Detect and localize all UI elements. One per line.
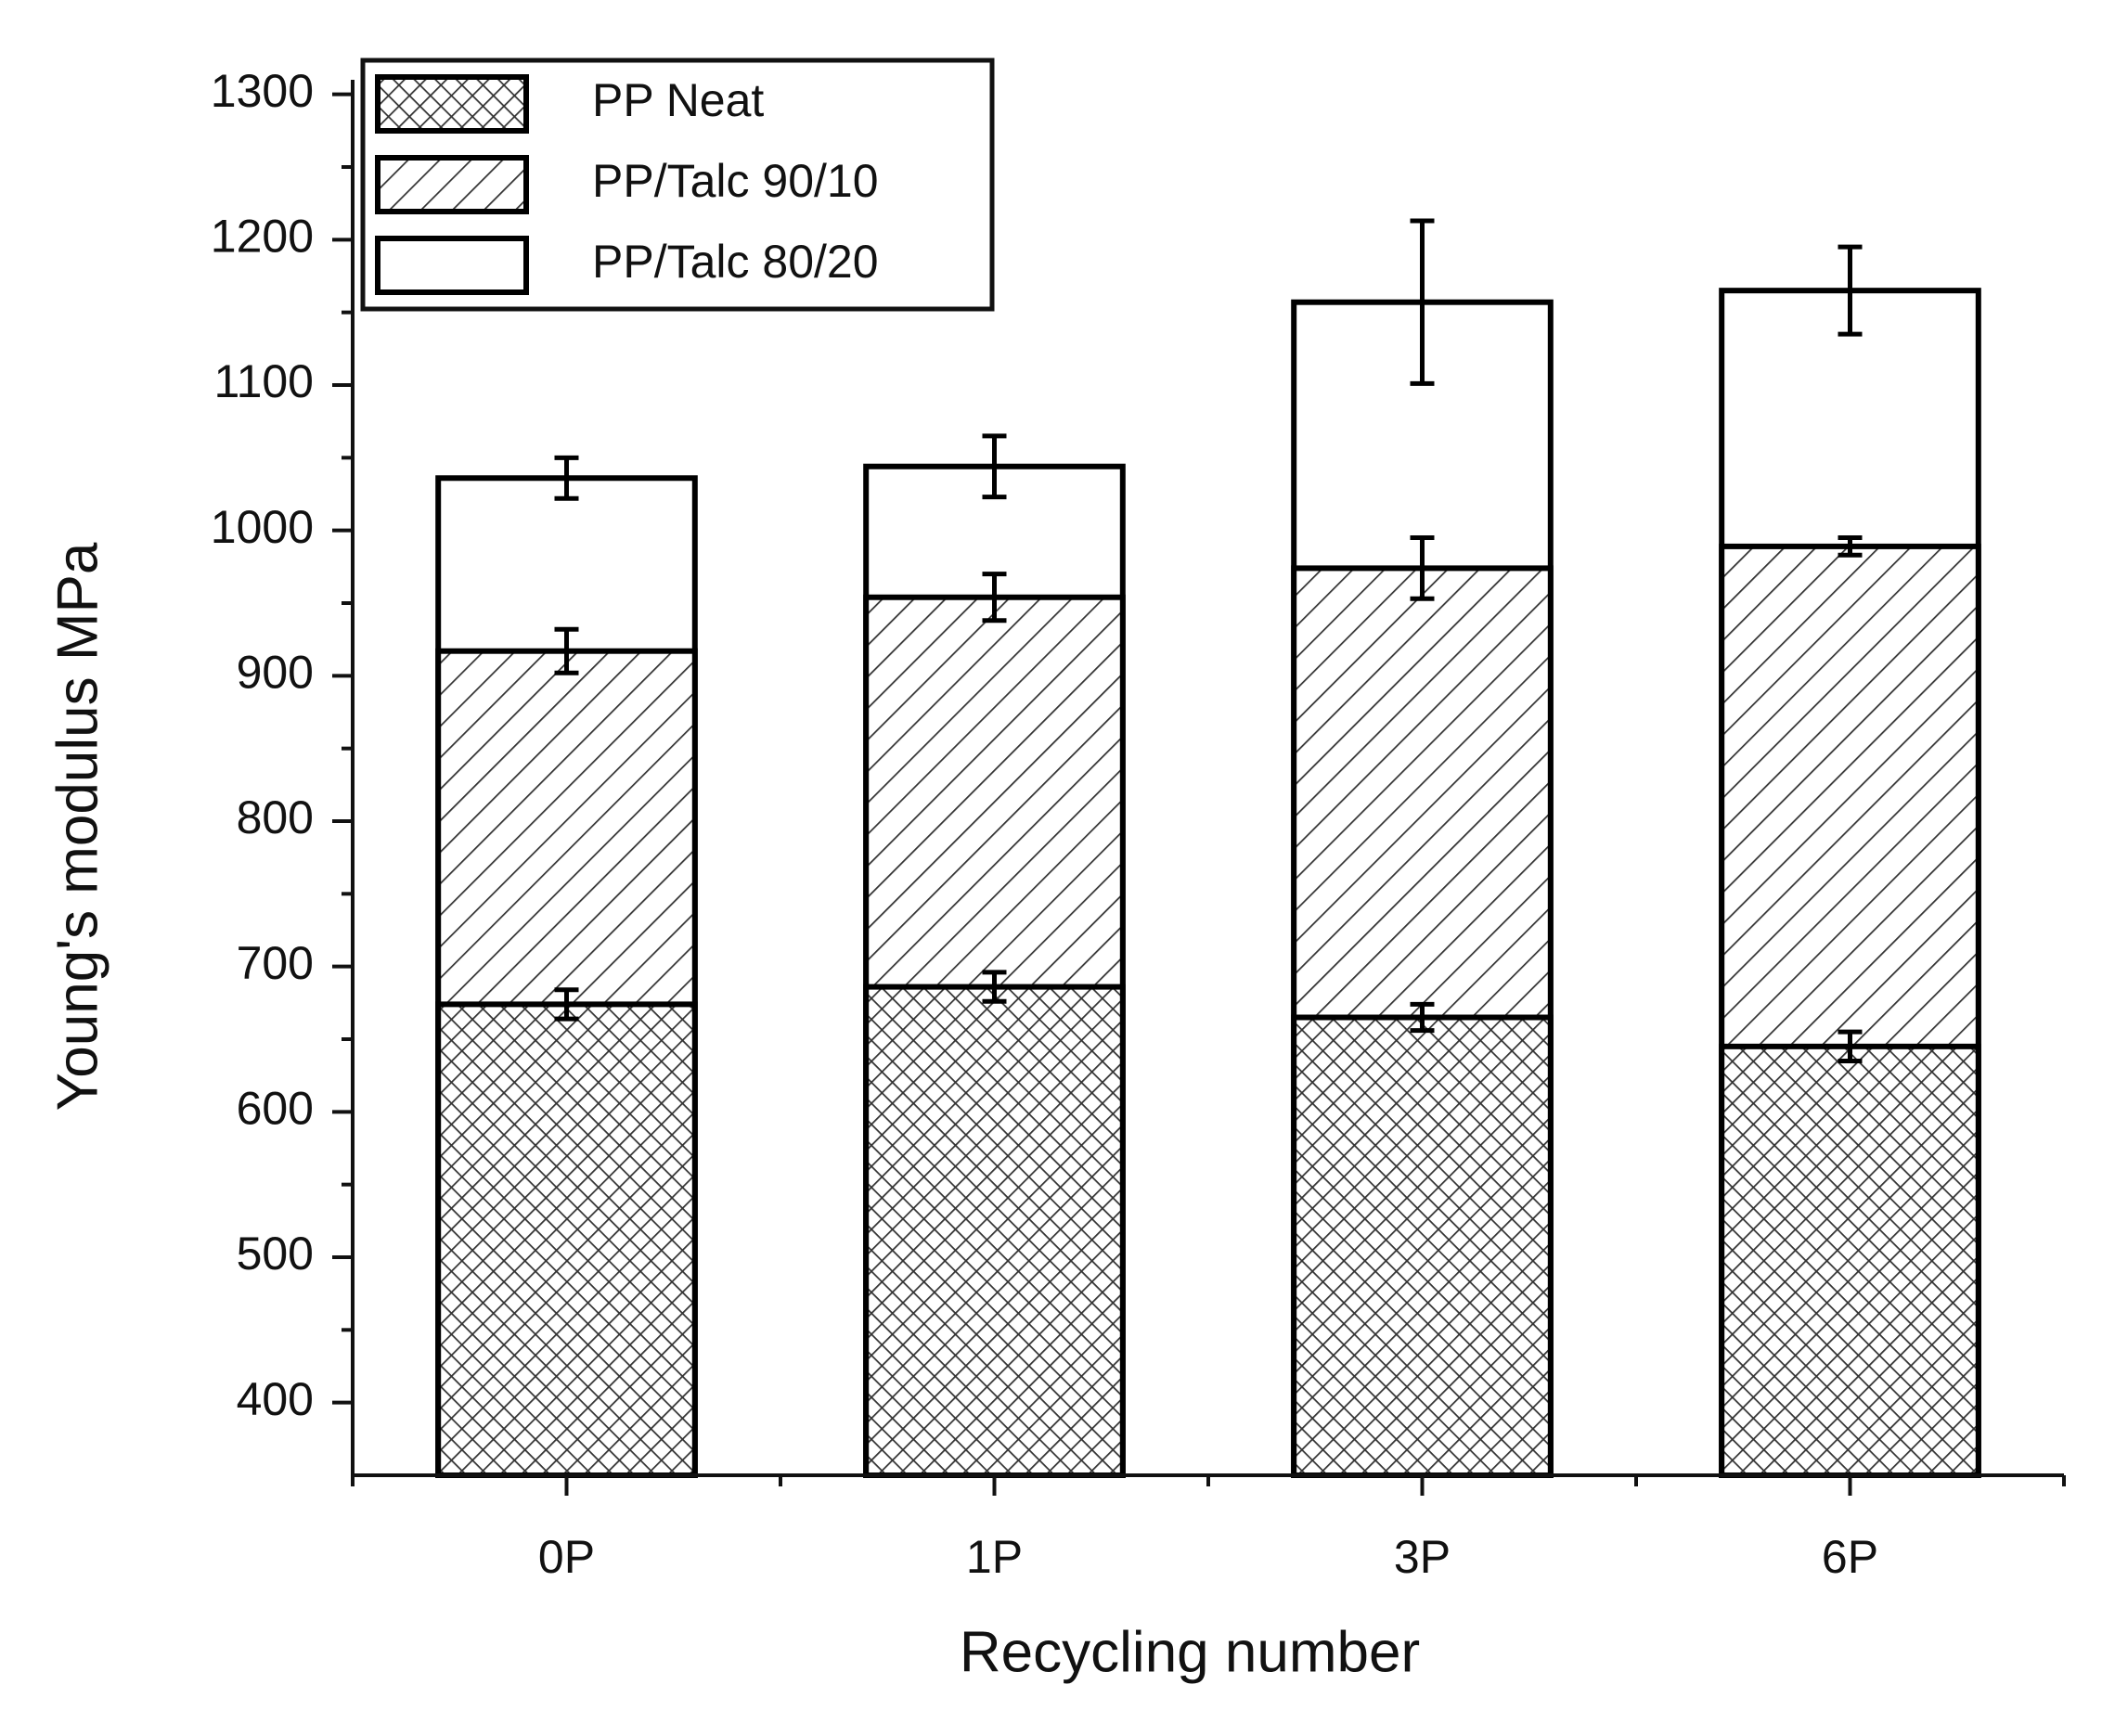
x-tick-label: 1P <box>966 1531 1023 1583</box>
y-tick-label: 1100 <box>213 355 314 407</box>
y-tick-label: 1000 <box>211 501 314 553</box>
error-bar <box>982 433 1007 500</box>
legend-swatch <box>375 236 529 295</box>
bar <box>863 984 1126 1478</box>
legend-swatch <box>375 155 529 214</box>
error-bar <box>1410 218 1435 386</box>
error-bar <box>1838 535 1863 558</box>
y-axis-label: Young's modulus MPa <box>45 542 110 1111</box>
y-tick-label: 600 <box>237 1083 314 1135</box>
error-bar <box>554 626 579 675</box>
legend-label: PP Neat <box>592 74 764 126</box>
legend-label: PP/Talc 80/20 <box>592 236 879 288</box>
error-bar <box>554 455 579 501</box>
y-tick-label: 800 <box>237 791 314 843</box>
x-tick-label: 6P <box>1822 1531 1878 1583</box>
error-bar <box>1410 1001 1435 1034</box>
y-tick-label: 1200 <box>211 211 314 263</box>
error-bar <box>982 970 1007 1004</box>
x-tick-label: 0P <box>538 1531 595 1583</box>
error-bar <box>1838 244 1863 337</box>
x-tick-label: 3P <box>1394 1531 1451 1583</box>
y-tick-label: 400 <box>237 1373 314 1425</box>
legend: PP Neat PP/Talc 90/10 PP/Talc 80/20 <box>360 58 995 312</box>
legend-label: PP/Talc 90/10 <box>592 155 879 207</box>
y-tick-label: 900 <box>237 647 314 699</box>
error-bar <box>1410 535 1435 601</box>
bar <box>435 1001 698 1479</box>
bar <box>1291 1014 1554 1478</box>
error-bar <box>982 572 1007 624</box>
y-tick-label: 1300 <box>211 65 314 117</box>
error-bar <box>554 987 579 1022</box>
y-tick-label: 500 <box>237 1228 314 1279</box>
x-axis-label: Recycling number <box>960 1620 1420 1684</box>
bar <box>1719 1043 1981 1479</box>
error-bar <box>1838 1029 1863 1063</box>
y-tick-label: 700 <box>237 937 314 989</box>
legend-swatch <box>375 74 529 134</box>
